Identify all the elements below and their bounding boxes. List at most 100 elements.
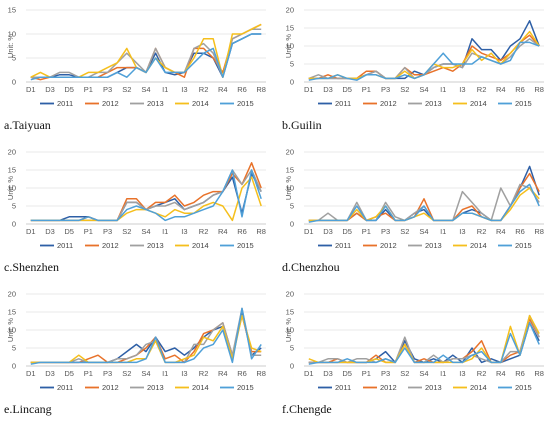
- x-tick-label: I3: [459, 369, 465, 378]
- chart-panel: 0 5 10 15 20 Unit: % D1 D3 D5 P1 P3 S2 S4 I1 I3 R2 R4 R6 R…: [278, 2, 548, 134]
- x-tick-label: R2: [199, 369, 209, 378]
- y-tick-label: 20: [286, 148, 294, 157]
- series-line-2011: [30, 172, 262, 222]
- chart-panel: 0 5 10 15 20 Unit: % D1 D3 D5 P1 P3 S2 S4 I1 I3 R2 R4 R6 R…: [278, 286, 548, 418]
- x-tick-label: S2: [122, 369, 131, 378]
- legend-label: 2012: [102, 241, 119, 250]
- x-tick-label: S2: [400, 85, 409, 94]
- x-tick-label: P1: [84, 85, 93, 94]
- legend-label: 2015: [515, 383, 532, 392]
- x-tick-label: R2: [477, 85, 487, 94]
- x-tick-label: R2: [199, 85, 209, 94]
- x-tick-label: P3: [381, 227, 390, 236]
- x-tick-label: D1: [26, 369, 36, 378]
- x-tick-label: R4: [496, 85, 506, 94]
- y-tick-label: 5: [12, 344, 16, 353]
- legend-label: 2015: [515, 99, 532, 108]
- y-tick-label: 0: [12, 220, 16, 229]
- x-tick-label: S4: [141, 369, 150, 378]
- legend-label: 2013: [147, 99, 164, 108]
- y-tick-label: 15: [8, 166, 16, 175]
- y-axis-label: Unit: %: [6, 318, 15, 343]
- x-tick-label: R2: [477, 369, 487, 378]
- x-tick-label: R4: [218, 85, 228, 94]
- y-tick-label: 10: [286, 184, 294, 193]
- y-tick-label: 20: [286, 290, 294, 299]
- x-tick-label: D3: [323, 85, 333, 94]
- x-tick-label: D3: [45, 369, 55, 378]
- y-axis-label: Unit: %: [6, 34, 15, 59]
- chart-caption: d.Chenzhou: [282, 260, 340, 274]
- series-line-2014: [30, 23, 262, 78]
- legend-label: 2013: [147, 383, 164, 392]
- chart-caption: c.Shenzhen: [4, 260, 59, 274]
- legend-label: 2012: [102, 99, 119, 108]
- x-tick-label: D1: [304, 369, 314, 378]
- x-tick-label: R6: [515, 85, 525, 94]
- y-tick-label: 15: [8, 6, 16, 15]
- series-line-2012: [308, 318, 540, 364]
- y-tick-label: 5: [12, 202, 16, 211]
- x-tick-label: R6: [515, 227, 525, 236]
- x-tick-label: P1: [362, 85, 371, 94]
- x-tick-label: R6: [515, 369, 525, 378]
- legend-label: 2011: [335, 99, 351, 108]
- x-tick-label: D5: [342, 369, 352, 378]
- x-tick-label: R8: [256, 227, 266, 236]
- x-tick-label: R8: [534, 85, 544, 94]
- x-tick-label: P1: [84, 369, 93, 378]
- x-tick-label: I3: [459, 85, 465, 94]
- y-tick-label: 0: [12, 78, 16, 87]
- x-tick-label: D3: [323, 369, 333, 378]
- y-tick-label: 10: [8, 326, 16, 335]
- x-tick-label: D5: [342, 85, 352, 94]
- legend-label: 2014: [470, 99, 487, 108]
- x-tick-label: R2: [199, 227, 209, 236]
- x-tick-label: I1: [162, 85, 168, 94]
- x-tick-label: D5: [64, 227, 74, 236]
- x-tick-label: D5: [64, 85, 74, 94]
- x-tick-label: P3: [103, 227, 112, 236]
- legend-label: 2014: [192, 241, 209, 250]
- x-tick-label: S2: [400, 369, 409, 378]
- legend-label: 2015: [237, 383, 254, 392]
- x-tick-label: S4: [419, 369, 428, 378]
- x-tick-label: R4: [218, 369, 228, 378]
- legend-label: 2014: [192, 99, 209, 108]
- x-tick-label: S4: [419, 227, 428, 236]
- chart-caption: b.Guilin: [282, 118, 322, 132]
- legend-label: 2013: [425, 99, 442, 108]
- series-line-2012: [308, 34, 540, 80]
- y-axis-label: Unit: %: [284, 318, 293, 343]
- x-tick-label: S2: [122, 227, 131, 236]
- y-tick-label: 0: [290, 362, 294, 371]
- series-line-2015: [308, 41, 540, 81]
- legend-label: 2013: [425, 241, 442, 250]
- x-tick-label: R8: [534, 369, 544, 378]
- y-tick-label: 5: [290, 60, 294, 69]
- y-axis-label: Unit: %: [284, 34, 293, 59]
- x-tick-label: D3: [45, 227, 55, 236]
- legend-label: 2012: [102, 383, 119, 392]
- x-tick-label: R8: [256, 369, 266, 378]
- legend-label: 2015: [515, 241, 532, 250]
- x-tick-label: D3: [323, 227, 333, 236]
- x-tick-label: P1: [84, 227, 93, 236]
- y-tick-label: 5: [290, 202, 294, 211]
- x-tick-label: D1: [26, 85, 36, 94]
- x-tick-label: R8: [534, 227, 544, 236]
- series-line-2015: [308, 183, 540, 223]
- x-tick-label: R4: [496, 227, 506, 236]
- x-tick-label: D3: [45, 85, 55, 94]
- x-tick-label: R8: [256, 85, 266, 94]
- line-chart: 0 5 10 15 20 Unit: % D1 D3 D5 P1 P3 S2 S4 I1 I3 R2 R4 R6 R…: [6, 290, 266, 392]
- legend-label: 2013: [147, 241, 164, 250]
- y-tick-label: 15: [286, 24, 294, 33]
- y-tick-label: 15: [8, 308, 16, 317]
- x-tick-label: S4: [419, 85, 428, 94]
- series-line-2015: [30, 169, 262, 222]
- y-tick-label: 10: [286, 326, 294, 335]
- legend-label: 2015: [237, 241, 254, 250]
- x-tick-label: S4: [141, 85, 150, 94]
- y-tick-label: 5: [290, 344, 294, 353]
